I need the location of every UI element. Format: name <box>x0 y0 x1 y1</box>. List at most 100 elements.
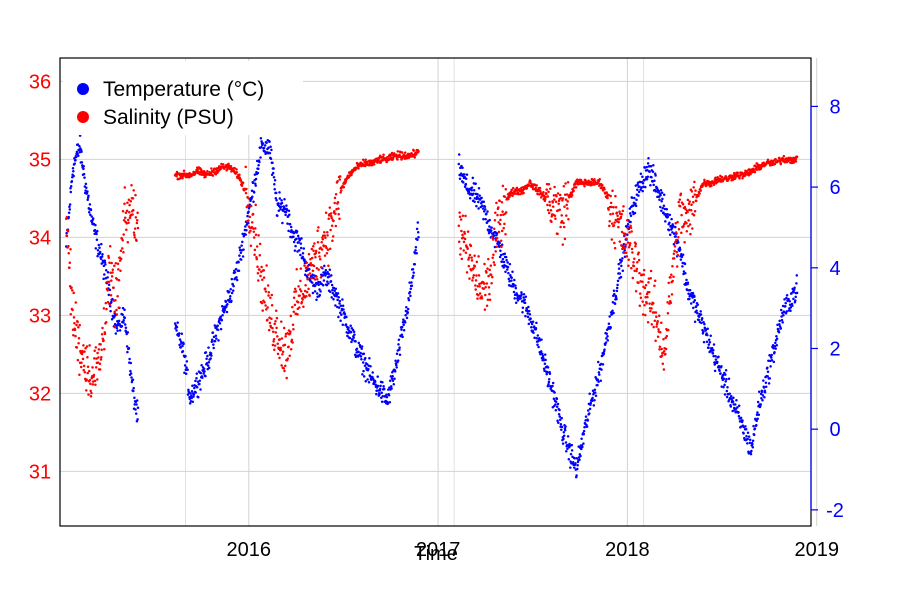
salinity-point <box>628 241 632 245</box>
temperature-point <box>755 423 758 427</box>
temperature-point <box>388 401 392 404</box>
temperature-point <box>330 274 333 277</box>
temperature-point <box>80 161 84 164</box>
temperature-point <box>774 341 777 345</box>
salinity-point <box>698 192 701 195</box>
salinity-point <box>684 207 687 211</box>
temperature-point <box>564 425 567 428</box>
salinity-point <box>766 158 770 162</box>
temperature-point <box>185 360 189 363</box>
salinity-point <box>749 172 752 176</box>
salinity-point <box>625 237 628 240</box>
temperature-point <box>401 335 404 339</box>
temperature-point <box>775 334 778 338</box>
temperature-point <box>662 204 666 207</box>
salinity-point <box>182 169 186 172</box>
salinity-point <box>493 219 497 222</box>
temperature-point <box>662 211 665 214</box>
temperature-point <box>252 191 256 194</box>
left-tick-label: 31 <box>29 461 51 483</box>
salinity-point <box>181 177 184 180</box>
temperature-point <box>511 285 515 288</box>
salinity-point <box>115 308 118 312</box>
temperature-point <box>602 350 606 353</box>
salinity-point <box>480 296 484 300</box>
salinity-point <box>220 162 223 166</box>
salinity-point <box>271 326 274 330</box>
salinity-point <box>312 264 316 268</box>
temperature-point <box>84 182 88 186</box>
salinity-point <box>650 323 654 326</box>
salinity-point <box>298 294 301 297</box>
temperature-point <box>522 292 526 296</box>
temperature-point <box>557 421 560 425</box>
temperature-point <box>234 267 238 271</box>
temperature-point <box>687 292 690 295</box>
temperature-point <box>193 386 196 390</box>
temperature-point <box>689 302 693 305</box>
salinity-point <box>794 157 797 161</box>
salinity-point <box>652 311 656 314</box>
temperature-point <box>548 372 552 375</box>
left-tick-label: 32 <box>29 383 51 405</box>
temperature-point <box>68 203 72 206</box>
salinity-point <box>302 305 305 309</box>
salinity-point <box>117 279 121 282</box>
temperature-point <box>293 231 296 234</box>
temperature-point <box>727 377 731 381</box>
salinity-point <box>789 157 793 160</box>
salinity-point <box>396 150 400 153</box>
temperature-point <box>604 341 608 344</box>
temperature-point <box>692 300 695 304</box>
temperature-point <box>783 298 786 301</box>
salinity-point <box>606 196 609 200</box>
salinity-point <box>128 210 131 214</box>
temperature-point <box>410 284 414 288</box>
temperature-point <box>692 306 695 310</box>
temperature-point <box>564 441 568 444</box>
salinity-point <box>291 305 294 309</box>
temperature-point <box>122 321 125 324</box>
temperature-point <box>755 419 758 423</box>
temperature-point <box>136 406 140 410</box>
temperature-point <box>566 447 569 451</box>
salinity-point <box>119 269 122 272</box>
salinity-point <box>121 210 125 213</box>
salinity-point <box>643 303 646 307</box>
temperature-point <box>679 258 683 261</box>
temperature-point <box>702 340 706 344</box>
left-tick-label: 33 <box>29 305 51 327</box>
temperature-point <box>251 195 254 198</box>
temperature-point <box>127 346 131 350</box>
salinity-point <box>286 357 290 360</box>
salinity-point <box>680 231 683 235</box>
salinity-point <box>372 163 376 166</box>
temperature-point <box>753 427 757 430</box>
salinity-point <box>471 276 475 279</box>
temperature-point <box>560 428 563 432</box>
salinity-point <box>320 248 324 251</box>
salinity-point <box>561 199 564 202</box>
salinity-point <box>629 224 632 227</box>
salinity-point <box>323 234 326 237</box>
salinity-point <box>257 279 260 282</box>
temperature-point <box>541 352 544 356</box>
temperature-point <box>362 375 366 378</box>
temperature-point <box>473 200 476 204</box>
temperature-point <box>532 331 535 335</box>
salinity-point <box>312 249 315 253</box>
salinity-point <box>634 289 638 293</box>
salinity-point <box>85 378 88 382</box>
temperature-point <box>261 142 265 145</box>
salinity-series <box>64 148 799 398</box>
temperature-point <box>221 314 224 317</box>
salinity-point <box>482 282 486 285</box>
salinity-point <box>326 234 329 237</box>
salinity-point <box>641 300 644 303</box>
temperature-point <box>270 173 274 177</box>
temperature-point <box>751 445 755 449</box>
salinity-point <box>328 206 332 209</box>
temperature-point <box>259 146 263 149</box>
salinity-point <box>464 214 467 218</box>
temperature-point <box>353 353 357 357</box>
